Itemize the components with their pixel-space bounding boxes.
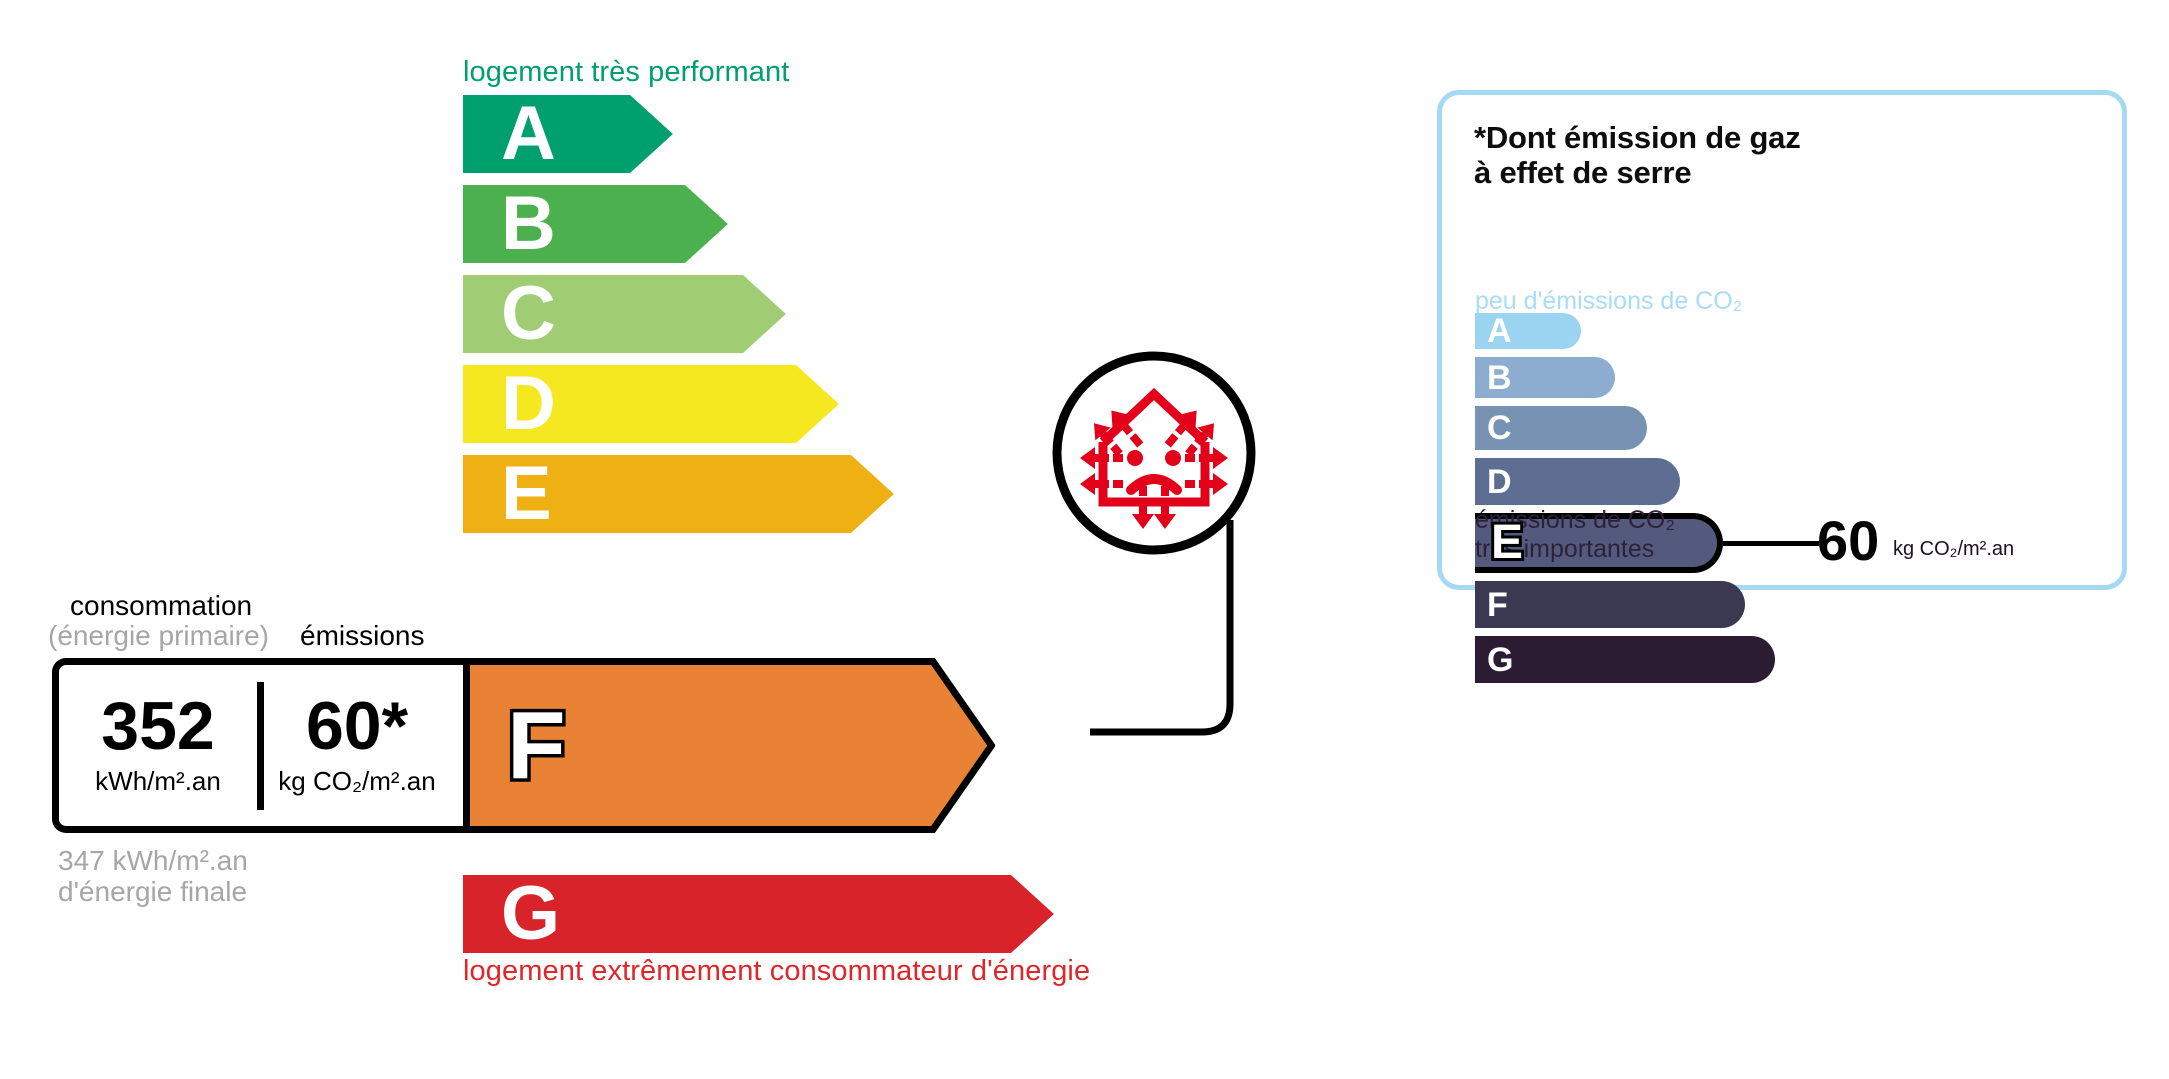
energy-bar-letter-d: D [501,361,556,446]
ges-value: 60* [305,687,409,764]
energy-bar-shape-a [463,95,673,173]
ges-callout-unit: kg CO₂/m².an [1893,538,2015,560]
energy-top-caption: logement très performant [463,56,790,88]
energy-bar-c: C [463,271,786,356]
energy-bar-letter-f: F [504,691,570,799]
ges-bar-e: E 60 kg CO₂/m².an [1475,513,2014,573]
ges-panel-title: *Dont émission de gaz à effet de serre [1474,120,1801,191]
value-box: 352 kWh/m².an 60* kg CO₂/m².an [52,658,463,833]
energy-bar-b: B [463,181,728,266]
energy-value: 352 [101,687,215,764]
energy-bar-letter-b: B [501,181,556,266]
ges-callout-line [1723,541,1819,546]
energy-value-cell: 352 kWh/m².an [59,665,257,826]
ges-bottom-caption: émissions de CO₂ très importantes [1475,506,1676,563]
energy-bar-g: G [463,871,1054,956]
ges-top-caption: peu d'émissions de CO₂ [1475,287,1743,315]
final-energy-note: 347 kWh/m².an d'énergie finale [58,845,248,908]
energy-bar-shape-b [463,185,728,263]
energy-bar-a: A [463,91,673,176]
energy-bar-shape-g [463,875,1054,953]
energy-bar-letter-c: C [501,271,556,356]
energy-bar-e: E [463,451,894,536]
energy-bar-letter-g: G [501,871,561,956]
ges-bar-a: A [1475,313,1581,349]
energy-unit: kWh/m².an [95,766,221,797]
energy-bar-shape-e [463,455,894,533]
ges-bar-b: B [1475,357,1615,398]
ges-bar-shape-a [1475,313,1581,349]
ges-bar-letter-f: F [1487,585,1508,624]
greenhouse-gas-panel: *Dont émission de gaz à effet de serre p… [1437,90,2127,683]
ges-bar-letter-a: A [1487,312,1512,350]
ges-bar-f: F [1475,581,1745,628]
ges-bar-letter-g: G [1487,640,1514,679]
ges-bar-letter-b: B [1487,358,1512,397]
energy-bar-shape-f [463,658,995,833]
ges-bar-shape-d [1475,458,1680,505]
emissions-label: émissions [300,620,425,651]
ges-bar-letter-c: C [1487,409,1512,447]
sad-house-heatloss-icon [1052,351,1256,555]
energy-bar-shape-c [463,275,786,353]
ges-bar-shape-g [1475,636,1775,683]
energy-bar-letter-a: A [501,91,556,176]
energy-bottom-caption: logement extrêmement consommateur d'éner… [463,955,1091,987]
ges-callout-value: 60 [1817,509,1880,572]
energy-bar-letter-e: E [501,451,552,536]
energie-primaire-label: (énergie primaire) [48,620,269,651]
energy-bar-d: D [463,361,839,446]
value-divider [257,682,264,810]
ges-bar-letter-e: E [1488,516,1526,570]
energy-bar-f: F [463,658,995,833]
ges-bar-shape-c [1475,406,1647,450]
ges-value-cell: 60* kg CO₂/m².an [259,665,455,826]
ges-bar-shape-e [1475,513,1723,573]
ges-bar-shape-f [1475,581,1745,628]
ges-bar-c: C [1475,406,1647,450]
ges-bar-letter-d: D [1487,462,1512,501]
ges-bar-shape-b [1475,357,1615,398]
house-connector-line [1090,520,1234,736]
ges-bar-g: G [1475,636,1775,683]
ges-unit: kg CO₂/m².an [278,766,436,797]
ges-bar-d: D [1475,458,1680,505]
consommation-label: consommation [70,590,253,621]
energy-bar-shape-d [463,365,839,443]
